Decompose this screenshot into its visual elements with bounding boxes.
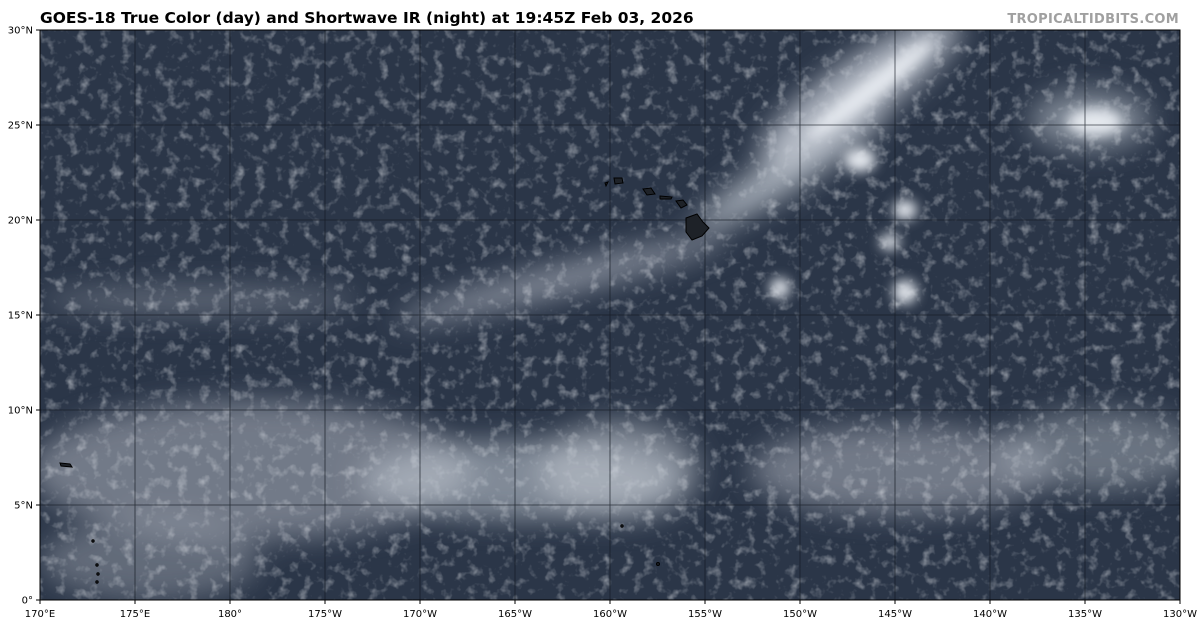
- x-tick-label: 160°W: [593, 609, 627, 620]
- x-tick-label: 145°W: [878, 609, 912, 620]
- x-tick-label: 155°W: [688, 609, 722, 620]
- brand-watermark: TROPICALTIDBITS.COM: [1007, 12, 1179, 27]
- x-tick-label: 170°E: [25, 609, 55, 620]
- y-tick-label: 0°: [22, 596, 33, 607]
- imagery: [40, 30, 1180, 600]
- island-kauai: [613, 177, 624, 185]
- y-tick-label: 5°N: [14, 501, 33, 512]
- x-tick-label: 130°W: [1163, 609, 1197, 620]
- x-tick-label: 135°W: [1068, 609, 1102, 620]
- y-tick-label: 15°N: [8, 311, 33, 322]
- island-oahu: [642, 187, 656, 196]
- map-title: GOES-18 True Color (day) and Shortwave I…: [40, 9, 694, 27]
- grid-lines: [40, 30, 1180, 600]
- x-tick-label: 165°W: [498, 609, 532, 620]
- x-tick-label: 150°W: [783, 609, 817, 620]
- island-molokai: [659, 195, 673, 200]
- y-tick-label: 25°N: [8, 121, 33, 132]
- x-tick-label: 170°W: [403, 609, 437, 620]
- latitude-axis: 0° 5°N 10°N 15°N 20°N 25°N 30°N: [8, 26, 40, 607]
- hawaiian-islands: [59, 177, 710, 584]
- x-tick-label: 175°W: [308, 609, 342, 620]
- bright-clouds: [770, 40, 1123, 304]
- island-maui: [675, 199, 688, 209]
- y-tick-label: 10°N: [8, 406, 33, 417]
- longitude-axis: 170°E 175°E 180° 175°W 170°W 165°W 160°W 155°W 1…: [25, 600, 1197, 620]
- x-tick-label: 180°: [218, 609, 242, 620]
- atoll: [59, 462, 73, 468]
- island-hawaii: [685, 213, 710, 241]
- x-tick-label: 140°W: [973, 609, 1007, 620]
- x-tick-label: 175°E: [120, 609, 150, 620]
- island-niihau: [604, 181, 609, 188]
- y-tick-label: 20°N: [8, 216, 33, 227]
- cloud-masses: [40, 30, 1180, 600]
- y-tick-label: 30°N: [8, 26, 33, 37]
